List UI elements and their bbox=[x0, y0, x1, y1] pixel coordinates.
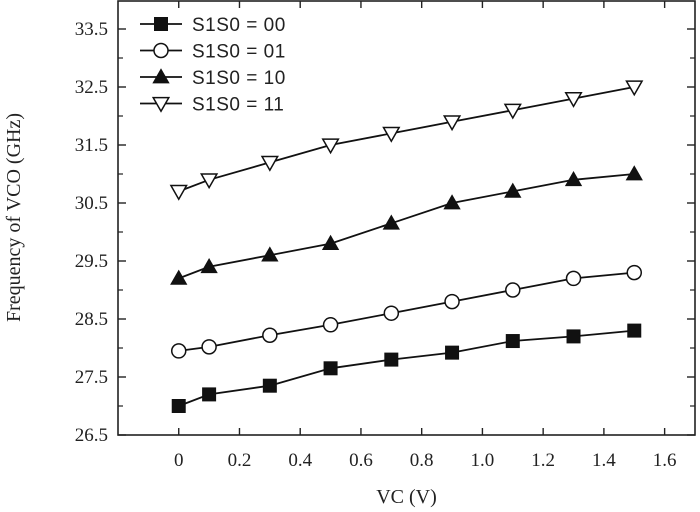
x-tick-label: 0 bbox=[174, 450, 184, 471]
plot-border bbox=[117, 0, 696, 436]
data-point bbox=[383, 305, 400, 321]
data-point bbox=[564, 92, 583, 108]
data-point bbox=[444, 293, 460, 310]
data-point bbox=[170, 343, 187, 359]
data-point bbox=[442, 115, 462, 132]
series-1 bbox=[171, 323, 642, 413]
data-point bbox=[171, 399, 186, 413]
data-point bbox=[323, 361, 338, 376]
legend-label: S1S0 = 01 bbox=[192, 42, 286, 63]
data-point bbox=[321, 234, 340, 250]
x-tick-label: 0.2 bbox=[228, 450, 252, 471]
x-tick-label: 1.2 bbox=[531, 450, 555, 471]
data-point bbox=[443, 194, 461, 210]
legend-marker bbox=[152, 68, 170, 84]
y-axis-title: Frequency of VCO (GHz) bbox=[3, 113, 25, 322]
y-tick-label: 29.5 bbox=[75, 251, 108, 272]
x-axis-ticks: 0 0.2 0.4 0.6 0.8 1.0 1.2 1.4 1.6 bbox=[174, 1, 677, 471]
data-point bbox=[169, 184, 188, 201]
x-tick-label: 1.6 bbox=[653, 450, 677, 471]
data-point bbox=[625, 80, 644, 97]
series-line bbox=[178, 173, 635, 280]
y-axis-ticks: 26.5 27.5 28.5 29.5 30.5 31.5 32.5 33.5 bbox=[75, 19, 695, 446]
data-point bbox=[566, 329, 581, 344]
series-layer bbox=[169, 80, 644, 413]
x-tick-label: 0.4 bbox=[288, 450, 312, 471]
legend-entry: S1S0 = 01 bbox=[140, 42, 286, 63]
data-point bbox=[262, 327, 278, 343]
y-tick-label: 26.5 bbox=[75, 425, 108, 446]
data-point bbox=[322, 317, 339, 333]
series-line bbox=[178, 271, 635, 352]
data-point bbox=[505, 334, 520, 349]
data-point bbox=[503, 103, 522, 120]
data-point bbox=[382, 214, 400, 230]
y-tick-label: 32.5 bbox=[75, 77, 108, 98]
legend-entry: S1S0 = 00 bbox=[140, 15, 286, 36]
legend-entry: S1S0 = 11 bbox=[140, 95, 284, 116]
x-tick-label: 1.4 bbox=[592, 450, 616, 471]
series-2 bbox=[170, 264, 643, 359]
data-point bbox=[261, 246, 279, 262]
x-tick-label: 0.6 bbox=[349, 450, 373, 471]
y-tick-label: 27.5 bbox=[75, 367, 108, 388]
legend: S1S0 = 00 S1S0 = 01 S1S0 = 10 S1S0 = 11 bbox=[140, 15, 286, 116]
data-point bbox=[382, 126, 401, 143]
data-point bbox=[202, 387, 217, 402]
data-point bbox=[170, 269, 188, 285]
x-tick-label: 1.0 bbox=[471, 450, 495, 471]
x-tick-label: 0.8 bbox=[410, 450, 434, 471]
data-point bbox=[564, 170, 583, 187]
data-point bbox=[200, 257, 218, 274]
legend-marker bbox=[154, 17, 168, 31]
y-tick-label: 33.5 bbox=[75, 19, 108, 40]
plot-frame bbox=[117, 0, 696, 436]
legend-label: S1S0 = 00 bbox=[192, 15, 286, 36]
y-tick-label: 31.5 bbox=[75, 135, 108, 156]
data-point bbox=[201, 339, 217, 355]
data-point bbox=[200, 173, 219, 190]
data-point bbox=[262, 378, 277, 393]
series-4 bbox=[169, 80, 644, 201]
data-point bbox=[626, 264, 643, 281]
x-axis-title: VC (V) bbox=[376, 486, 437, 508]
legend-label: S1S0 = 11 bbox=[192, 95, 284, 116]
data-point bbox=[627, 323, 642, 338]
legend-marker bbox=[151, 96, 171, 113]
data-point bbox=[384, 352, 399, 367]
data-point bbox=[321, 138, 340, 155]
legend-label: S1S0 = 10 bbox=[192, 68, 286, 89]
data-point bbox=[565, 270, 582, 287]
data-point bbox=[505, 282, 521, 298]
y-tick-label: 30.5 bbox=[75, 193, 108, 214]
data-point bbox=[260, 155, 279, 172]
data-point bbox=[445, 345, 460, 360]
data-point bbox=[504, 182, 522, 198]
data-point bbox=[625, 165, 643, 181]
y-tick-label: 28.5 bbox=[75, 309, 108, 330]
series-3 bbox=[170, 165, 643, 285]
legend-entry: S1S0 = 10 bbox=[140, 68, 286, 89]
series-line bbox=[178, 329, 635, 407]
legend-marker bbox=[153, 42, 169, 59]
